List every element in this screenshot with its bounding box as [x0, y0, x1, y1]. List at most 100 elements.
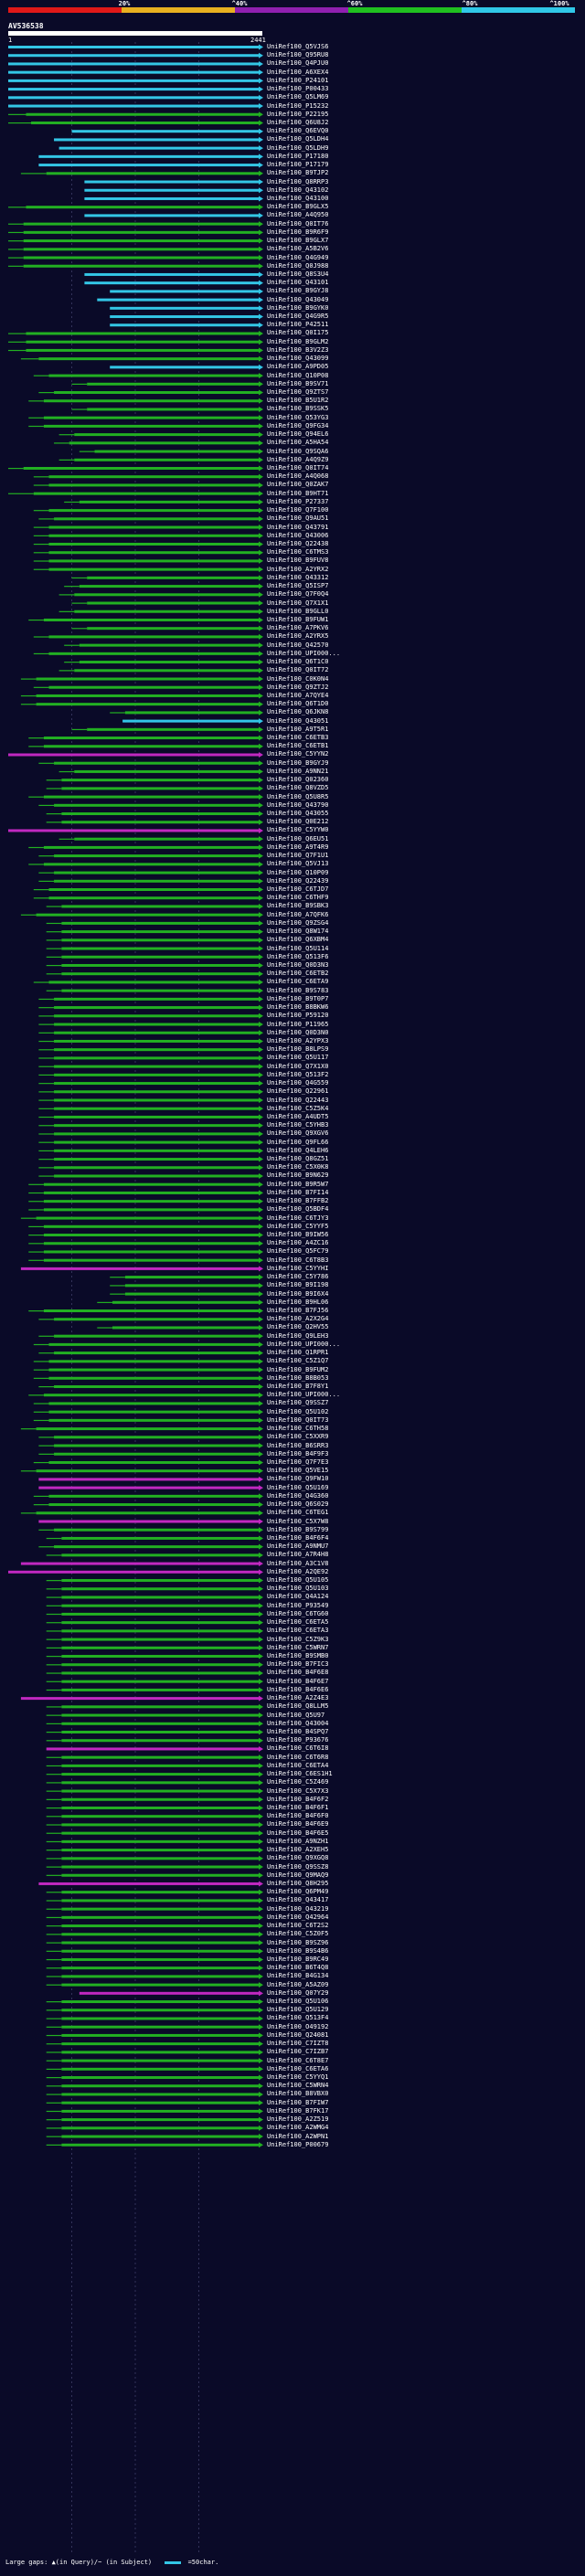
hit-label[interactable]: UniRef100_B9GYJ9	[267, 758, 329, 767]
hit-label[interactable]: UniRef100_Q43051	[267, 716, 329, 725]
hit-label[interactable]: UniRef100_B9GLL0	[267, 607, 329, 615]
hit-label[interactable]: UniRef100_Q7F7E3	[267, 1458, 329, 1466]
hit-label[interactable]: UniRef100_P93549	[267, 1601, 329, 1609]
hit-label[interactable]: UniRef100_Q43049	[267, 295, 329, 303]
hit-label[interactable]: UniRef100_Q5U129	[267, 2006, 329, 2014]
hit-label[interactable]: UniRef100_B8VBX0	[267, 2090, 329, 2098]
hit-label[interactable]: UniRef100_P59120	[267, 1012, 329, 1020]
hit-label[interactable]: UniRef100_Q6XBM4	[267, 936, 329, 944]
hit-label[interactable]: UniRef100_Q9MAQ9	[267, 1871, 329, 1879]
hit-label[interactable]: UniRef100_B9HL06	[267, 1298, 329, 1306]
hit-label[interactable]: UniRef100_B5U1R2	[267, 397, 329, 405]
hit-label[interactable]: UniRef100_A9T4R9	[267, 843, 329, 851]
hit-label[interactable]: UniRef100_Q5U102	[267, 1407, 329, 1415]
hit-label[interactable]: UniRef100_Q5U114	[267, 944, 329, 952]
hit-label[interactable]: UniRef100_Q43101	[267, 279, 329, 287]
hit-label[interactable]: UniRef100_Q42570	[267, 641, 329, 649]
hit-label[interactable]: UniRef100_A2WPN1	[267, 2132, 329, 2140]
hit-label[interactable]: UniRef100_Q43100	[267, 194, 329, 202]
hit-label[interactable]: UniRef100_B4G134	[267, 1972, 329, 1980]
hit-label[interactable]: UniRef100_A5B2V6	[267, 245, 329, 253]
hit-label[interactable]: UniRef100_A2WMG4	[267, 2124, 329, 2132]
hit-label[interactable]: UniRef100_C5XXR9	[267, 1433, 329, 1441]
hit-label[interactable]: UniRef100_Q7F0Q4	[267, 590, 329, 599]
hit-label[interactable]: UniRef100_B9I198	[267, 1281, 329, 1289]
hit-label[interactable]: UniRef100_Q8H295	[267, 1879, 329, 1887]
hit-label[interactable]: UniRef100_C5X7W8	[267, 1517, 329, 1525]
hit-label[interactable]: UniRef100_B4F9F3	[267, 1449, 329, 1458]
hit-label[interactable]: UniRef100_B8BKW6	[267, 1003, 329, 1012]
hit-label[interactable]: UniRef100_B7FK17	[267, 2106, 329, 2115]
hit-label[interactable]: UniRef100_C5YYHI	[267, 1264, 329, 1272]
hit-label[interactable]: UniRef100_Q6S029	[267, 1500, 329, 1509]
hit-label[interactable]: UniRef100_A5AZ09	[267, 1980, 329, 1988]
hit-label[interactable]: UniRef100_Q94EL6	[267, 430, 329, 439]
hit-label[interactable]: UniRef100_B7FIC3	[267, 1660, 329, 1669]
hit-label[interactable]: UniRef100_Q5U106	[267, 1998, 329, 2006]
hit-label[interactable]: UniRef100_C6ETA5	[267, 1618, 329, 1627]
hit-label[interactable]: UniRef100_A2Z519	[267, 2115, 329, 2124]
hit-label[interactable]: UniRef100_B4F6E6	[267, 1685, 329, 1693]
hit-label[interactable]: UniRef100_Q0J988	[267, 261, 329, 270]
hit-label[interactable]: UniRef100_B7FI14	[267, 1188, 329, 1196]
hit-label[interactable]: UniRef100_B7F8Y1	[267, 1382, 329, 1390]
hit-label[interactable]: UniRef100_C5Z5K4	[267, 1104, 329, 1112]
hit-label[interactable]: UniRef100_B9SBK3	[267, 902, 329, 910]
hit-label[interactable]: UniRef100_Q6EVQ0	[267, 127, 329, 135]
hit-label[interactable]: UniRef100_Q53YG3	[267, 413, 329, 421]
hit-label[interactable]: UniRef100_Q513F4	[267, 2014, 329, 2022]
hit-label[interactable]: UniRef100_B8LPS9	[267, 1045, 329, 1054]
hit-label[interactable]: UniRef100_B4F6E5	[267, 1829, 329, 1837]
hit-label[interactable]: UniRef100_B9I6X4	[267, 1289, 329, 1298]
hit-label[interactable]: UniRef100_Q9LEH3	[267, 1331, 329, 1340]
hit-label[interactable]: UniRef100_Q0ZAK7	[267, 481, 329, 489]
hit-label[interactable]: UniRef100_A4Q068	[267, 472, 329, 481]
hit-label[interactable]: UniRef100_Q5FC79	[267, 1247, 329, 1256]
hit-label[interactable]: UniRef100_Q9SSZ7	[267, 1399, 329, 1407]
hit-label[interactable]: UniRef100_C5Z1Q7	[267, 1357, 329, 1365]
hit-label[interactable]: UniRef100_Q42964	[267, 1913, 329, 1921]
hit-label[interactable]: UniRef100_A2YPX3	[267, 1036, 329, 1044]
hit-label[interactable]: UniRef100_B4F6E7	[267, 1677, 329, 1685]
hit-label[interactable]: UniRef100_Q4G360	[267, 1491, 329, 1500]
hit-label[interactable]: UniRef100_Q5VJS6	[267, 43, 329, 50]
hit-label[interactable]: UniRef100_Q9XGV6	[267, 1129, 329, 1138]
hit-label[interactable]: UniRef100_C5X0K8	[267, 1163, 329, 1171]
hit-label[interactable]: UniRef100_Q0IT72	[267, 666, 329, 674]
hit-label[interactable]: UniRef100_Q9SQA6	[267, 447, 329, 455]
hit-label[interactable]: UniRef100_A2X2G4	[267, 1315, 329, 1323]
hit-label[interactable]: UniRef100_Q10P08	[267, 371, 329, 379]
hit-label[interactable]: UniRef100_Q43099	[267, 355, 329, 363]
hit-label[interactable]: UniRef100_A7QYE4	[267, 691, 329, 699]
hit-label[interactable]: UniRef100_C7IZB7	[267, 2048, 329, 2056]
hit-label[interactable]: UniRef100_B4SPQ7	[267, 1728, 329, 1735]
hit-label[interactable]: UniRef100_Q5ISP7	[267, 582, 329, 590]
hit-label[interactable]: UniRef100_C5X7X3	[267, 1786, 329, 1795]
hit-label[interactable]: UniRef100_Q5U103	[267, 1585, 329, 1593]
hit-label[interactable]: UniRef100_B6T4Q8	[267, 1964, 329, 1972]
hit-label[interactable]: UniRef100_Q5U105	[267, 1576, 329, 1585]
hit-label[interactable]: UniRef100_B4F6F4	[267, 1533, 329, 1542]
hit-label[interactable]: UniRef100_B9S799	[267, 1525, 329, 1533]
hit-label[interactable]: UniRef100_Q95RU8	[267, 51, 329, 59]
hit-label[interactable]: UniRef100_C6T6I8	[267, 1744, 329, 1753]
hit-label[interactable]: UniRef100_C5YYF5	[267, 1222, 329, 1230]
hit-label[interactable]: UniRef100_C6TEG1	[267, 1509, 329, 1517]
hit-label[interactable]: UniRef100_C6ETA4	[267, 1761, 329, 1769]
hit-label[interactable]: UniRef100_C6T8B3	[267, 1256, 329, 1264]
hit-label[interactable]: UniRef100_Q8W174	[267, 928, 329, 936]
hit-label[interactable]: UniRef100_P15232	[267, 101, 329, 110]
hit-label[interactable]: UniRef100_Q43006	[267, 531, 329, 539]
hit-label[interactable]: UniRef100_B9SSK5	[267, 405, 329, 413]
hit-label[interactable]: UniRef100_B9S4B6	[267, 1946, 329, 1955]
hit-label[interactable]: UniRef100_Q43219	[267, 1904, 329, 1913]
hit-label[interactable]: UniRef100_B9GYK0	[267, 303, 329, 312]
hit-label[interactable]: UniRef100_A4Q950	[267, 211, 329, 219]
hit-label[interactable]: UniRef100_Q0IT73	[267, 1415, 329, 1424]
hit-label[interactable]: UniRef100_C6TMS3	[267, 548, 329, 557]
hit-label[interactable]: UniRef100_A4ZC16	[267, 1239, 329, 1247]
hit-label[interactable]: UniRef100_Q43055	[267, 810, 329, 818]
hit-label[interactable]: UniRef100_B9GLX5	[267, 203, 329, 211]
hit-label[interactable]: UniRef100_Q4G559	[267, 1079, 329, 1087]
hit-label[interactable]: UniRef100_C6ETA9	[267, 978, 329, 986]
